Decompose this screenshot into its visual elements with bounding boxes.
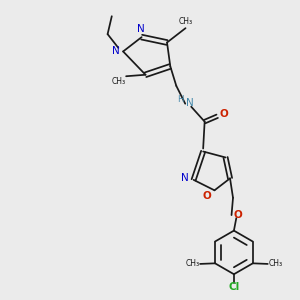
Text: CH₃: CH₃ xyxy=(178,17,193,26)
Text: N: N xyxy=(112,46,120,56)
Text: Cl: Cl xyxy=(228,282,239,292)
Text: N: N xyxy=(185,98,193,108)
Text: CH₃: CH₃ xyxy=(185,260,200,268)
Text: N: N xyxy=(137,24,145,34)
Text: H: H xyxy=(177,95,184,104)
Text: O: O xyxy=(220,109,229,119)
Text: N: N xyxy=(182,173,189,183)
Text: O: O xyxy=(203,191,212,201)
Text: O: O xyxy=(234,210,242,220)
Text: CH₃: CH₃ xyxy=(112,77,126,86)
Text: CH₃: CH₃ xyxy=(268,260,283,268)
